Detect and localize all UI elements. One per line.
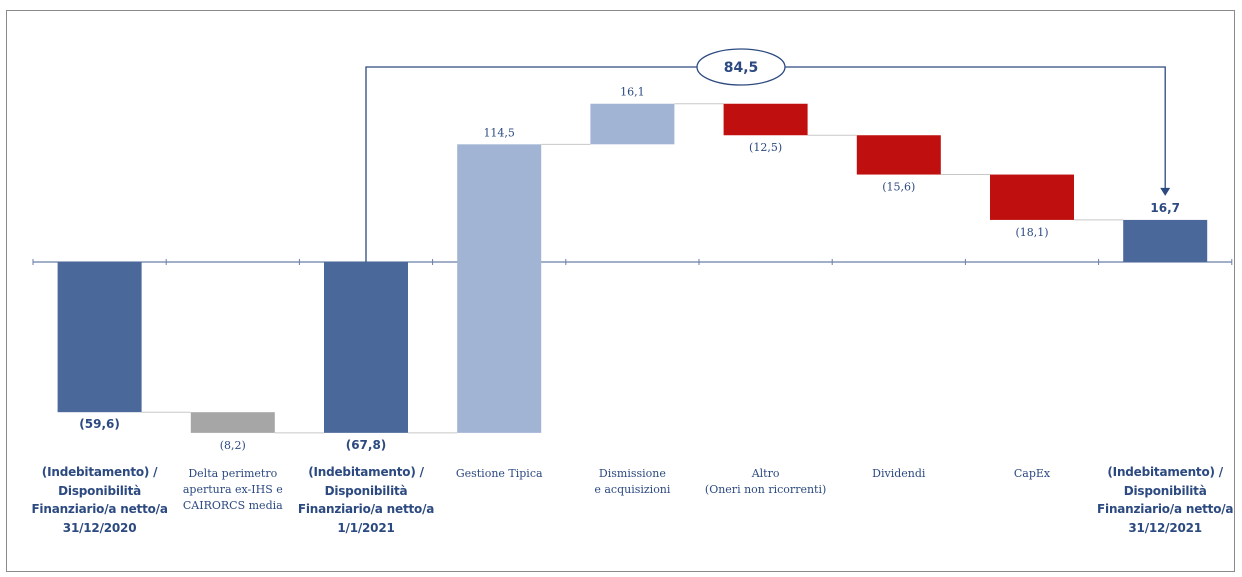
bridge-arrowhead bbox=[1160, 187, 1171, 196]
bar-7 bbox=[990, 174, 1074, 220]
bar-value-label: (59,6) bbox=[79, 417, 120, 431]
bar-3 bbox=[457, 144, 542, 433]
category-label: Dividendi bbox=[872, 467, 926, 480]
bridge-ellipse bbox=[696, 48, 786, 86]
bar-value-label: (67,8) bbox=[346, 438, 387, 452]
bar-4 bbox=[590, 103, 675, 145]
bar-6 bbox=[856, 135, 941, 175]
category-label: Delta perimetro apertura ex-IHS e CAIROR… bbox=[182, 467, 283, 512]
category-label: Altro (Oneri non ricorrenti) bbox=[704, 467, 827, 496]
category-label: Dismissione e acquisizioni bbox=[594, 467, 671, 496]
category-label: Gestione Tipica bbox=[455, 467, 543, 480]
bar-value-label: (12,5) bbox=[749, 141, 782, 154]
bar-8 bbox=[1123, 219, 1208, 262]
bridge-label: 84,5 bbox=[724, 60, 759, 76]
bar-0 bbox=[57, 262, 142, 413]
category-label: (Indebitamento) / Disponibilità Finanzia… bbox=[1097, 465, 1234, 535]
bar-value-label: (15,6) bbox=[882, 181, 915, 194]
bar-value-label: 114,5 bbox=[483, 126, 515, 139]
bar-2 bbox=[324, 262, 408, 433]
bar-1 bbox=[190, 412, 275, 433]
bar-5 bbox=[723, 103, 808, 136]
category-label: (Indebitamento) / Disponibilità Finanzia… bbox=[31, 465, 168, 535]
category-label: (Indebitamento) / Disponibilità Finanzia… bbox=[297, 465, 435, 535]
bar-value-label: 16,1 bbox=[620, 86, 645, 99]
bar-value-label: 16,7 bbox=[1150, 201, 1180, 215]
chart-frame bbox=[6, 10, 1235, 572]
bar-value-label: (8,2) bbox=[220, 439, 246, 452]
category-label: CapEx bbox=[1013, 467, 1051, 480]
bar-value-label: (18,1) bbox=[1015, 226, 1048, 239]
